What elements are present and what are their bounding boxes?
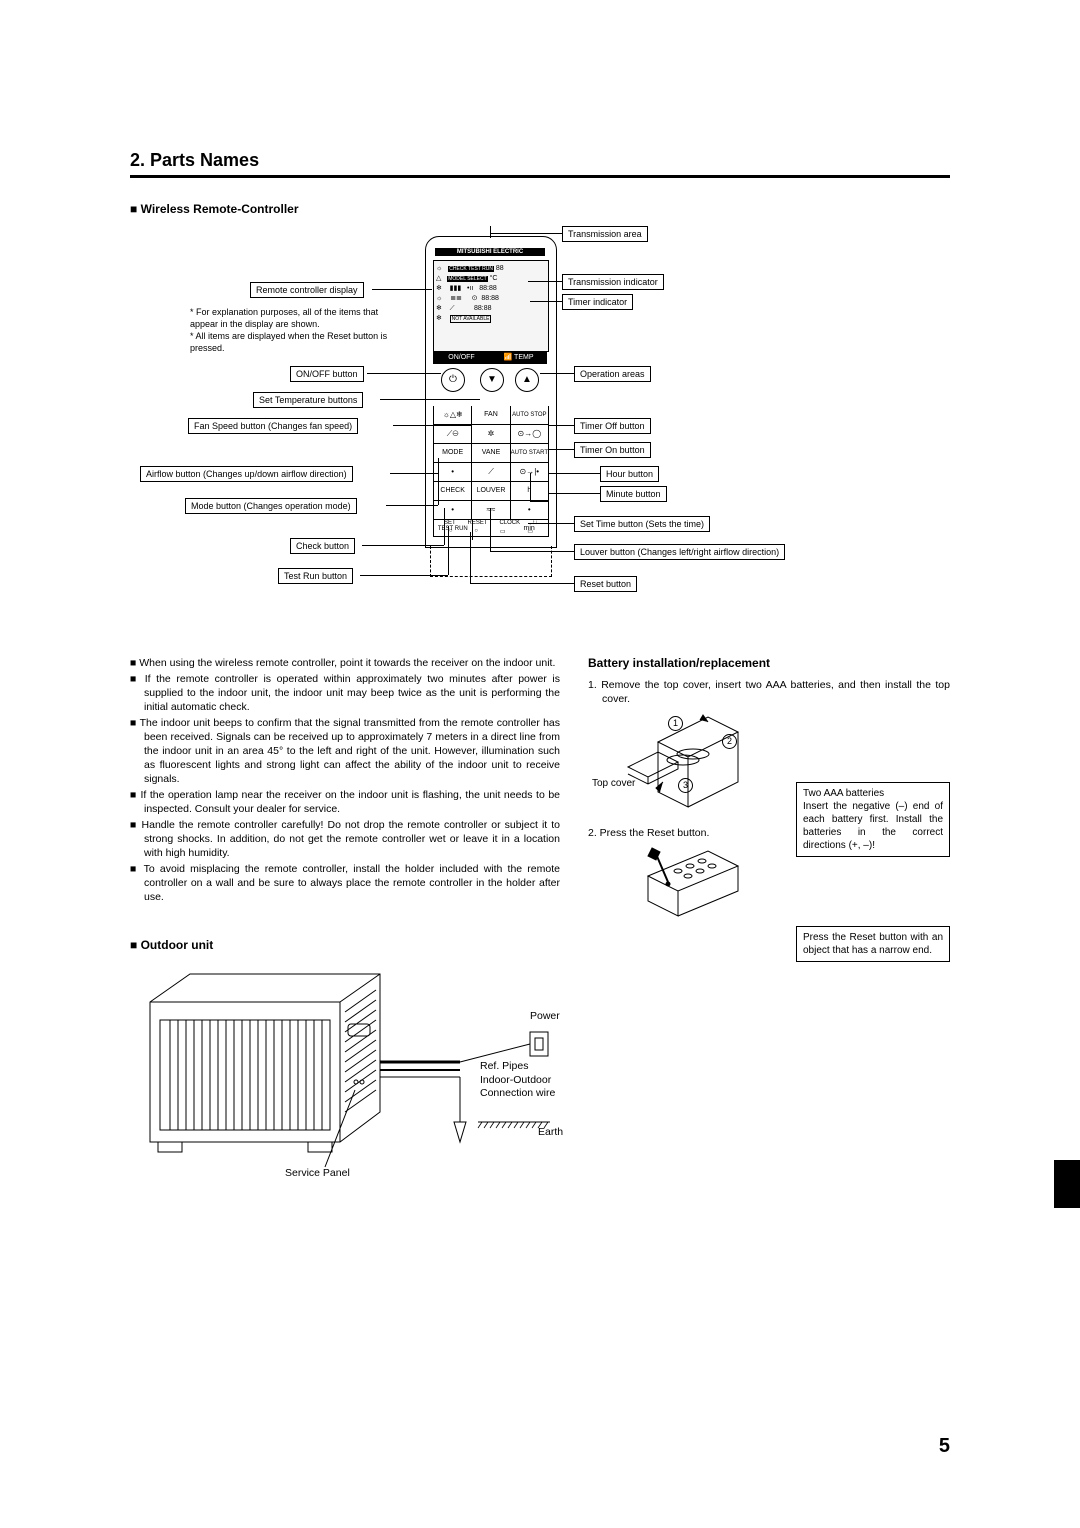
page: 2. Parts Names Wireless Remote-Controlle… — [0, 0, 1080, 1528]
check-icon: • — [434, 501, 472, 519]
screen-icons: ☼ CHECK TEST RUN 88 △ MODEL SELECT °C ❄ … — [436, 264, 544, 324]
circ-2: 2 — [722, 734, 737, 749]
label-power: Power — [530, 1010, 560, 1022]
louver-label: LOUVER — [472, 482, 510, 500]
battery-svg-2 — [618, 846, 748, 926]
bullets-block: When using the wireless remote controlle… — [130, 656, 560, 904]
display-notes: * For explanation purposes, all of the i… — [190, 306, 390, 354]
bottom-dots: ○○▭▭ — [438, 528, 544, 535]
callout-testrun: Test Run button — [278, 568, 353, 584]
onoff-bar: ON/OFF — [433, 352, 490, 364]
battery-note-2: Press the Reset button with an object th… — [796, 926, 950, 962]
check-label: CHECK — [434, 482, 472, 500]
callout-settime: Set Time button (Sets the time) — [574, 516, 710, 532]
side-tab — [1054, 1160, 1080, 1208]
fan-label: FAN — [472, 406, 510, 424]
temp-bar: 📶 TEMP — [490, 352, 547, 364]
subhead-remote: Wireless Remote-Controller — [130, 202, 950, 216]
label-panel: Service Panel — [285, 1167, 350, 1179]
body-columns: When using the wireless remote controlle… — [130, 656, 950, 1192]
temp-up-button-icon: ▲ — [515, 368, 539, 392]
battery-step1: 1. Remove the top cover, insert two AAA … — [602, 678, 950, 706]
louver-icon: ≈≈ — [472, 501, 510, 519]
battery-fig-1: 1 2 3 Top cover Two AAA batteries Insert… — [588, 712, 950, 822]
callout-mode: Mode button (Changes operation mode) — [185, 498, 357, 514]
callout-louver: Louver button (Changes left/right airflo… — [574, 544, 785, 560]
callout-minute: Minute button — [600, 486, 667, 502]
bullet-4: If the operation lamp near the receiver … — [144, 788, 560, 816]
circ-3: 3 — [678, 778, 693, 793]
callout-timerind: Timer indicator — [562, 294, 633, 310]
callout-check: Check button — [290, 538, 355, 554]
callout-timeroff: Timer Off button — [574, 418, 651, 434]
bullet-2: If the remote controller is operated wit… — [144, 672, 560, 714]
label-wire: Indoor-Outdoor — [480, 1074, 551, 1086]
callout-fanspeed: Fan Speed button (Changes fan speed) — [188, 418, 358, 434]
callout-onoff: ON/OFF button — [290, 366, 364, 382]
bullet-3: The indoor unit beeps to confirm that th… — [144, 716, 560, 786]
battery-fig-2: Press the Reset button with an object th… — [588, 846, 950, 936]
h-icon: • — [511, 501, 548, 519]
autostop-icon: ⊙→◯ — [511, 425, 548, 443]
autostop-label: AUTO STOP — [511, 406, 548, 424]
circ-1: 1 — [668, 716, 683, 731]
remote-diagram: MITSUBISHI ELECTRIC ☼ CHECK TEST RUN 88 … — [130, 226, 950, 626]
vane-icon: ⟋ — [472, 463, 510, 481]
icon-row-2: ⟋⊖ — [434, 425, 472, 443]
note-2: All items are displayed when the Reset b… — [190, 331, 387, 353]
outdoor-section: Outdoor unit — [130, 938, 560, 1192]
bullet-1: When using the wireless remote controlle… — [144, 656, 560, 670]
clock-label: CLOCK — [499, 520, 520, 526]
page-number: 5 — [939, 1435, 950, 1458]
callout-reset: Reset button — [574, 576, 637, 592]
callout-opareas: Operation areas — [574, 366, 651, 382]
temp-down-button-icon: ▼ — [480, 368, 504, 392]
outdoor-figure: Power Ref. Pipes Indoor-Outdoor Connecti… — [130, 962, 560, 1192]
callout-airflow: Airflow button (Changes up/down airflow … — [140, 466, 353, 482]
mode-icon: • — [434, 463, 472, 481]
callout-transarea: Transmission area — [562, 226, 648, 242]
bullet-6: To avoid misplacing the remote controlle… — [144, 862, 560, 904]
set-label: SET — [444, 520, 456, 526]
battery-title: Battery installation/replacement — [588, 656, 950, 670]
note1-body: Insert the negative (–) end of each batt… — [803, 801, 943, 851]
note1-title: Two AAA batteries — [803, 788, 884, 799]
right-column: Battery installation/replacement 1. Remo… — [588, 656, 950, 1192]
callout-display: Remote controller display — [250, 282, 364, 298]
outdoor-svg — [130, 962, 560, 1182]
label-ref: Ref. Pipes — [480, 1060, 528, 1072]
temp-label: TEMP — [514, 354, 533, 361]
subhead-outdoor: Outdoor unit — [130, 938, 560, 952]
check-test-label: CHECK TEST RUN — [448, 266, 494, 272]
label-topcover: Top cover — [592, 778, 635, 789]
note-1: For explanation purposes, all of the ite… — [190, 307, 378, 329]
model-select-label: MODEL SELECT — [447, 276, 487, 282]
callout-hour: Hour button — [600, 466, 659, 482]
fan-icon: ✲ — [472, 425, 510, 443]
autostart-label: AUTO START — [511, 444, 548, 462]
icon-row: ☼△❄ — [434, 406, 472, 424]
onoff-button-icon: ⏻ — [441, 368, 465, 392]
label-earth: Earth — [538, 1126, 563, 1138]
callout-settemp: Set Temperature buttons — [253, 392, 363, 408]
vane-label: VANE — [472, 444, 510, 462]
section-title: 2. Parts Names — [130, 150, 950, 178]
callout-transind: Transmission indicator — [562, 274, 664, 290]
bullet-5: Handle the remote controller carefully! … — [144, 818, 560, 860]
reset-label: RESET — [468, 520, 488, 526]
mode-label: MODE — [434, 444, 472, 462]
callout-timeron: Timer On button — [574, 442, 651, 458]
not-available-label: NOT AVAILABLE — [450, 315, 492, 323]
label-wire2: Connection wire — [480, 1087, 555, 1099]
left-column: When using the wireless remote controlle… — [130, 656, 560, 1192]
remote-brand: MITSUBISHI ELECTRIC — [435, 248, 545, 256]
